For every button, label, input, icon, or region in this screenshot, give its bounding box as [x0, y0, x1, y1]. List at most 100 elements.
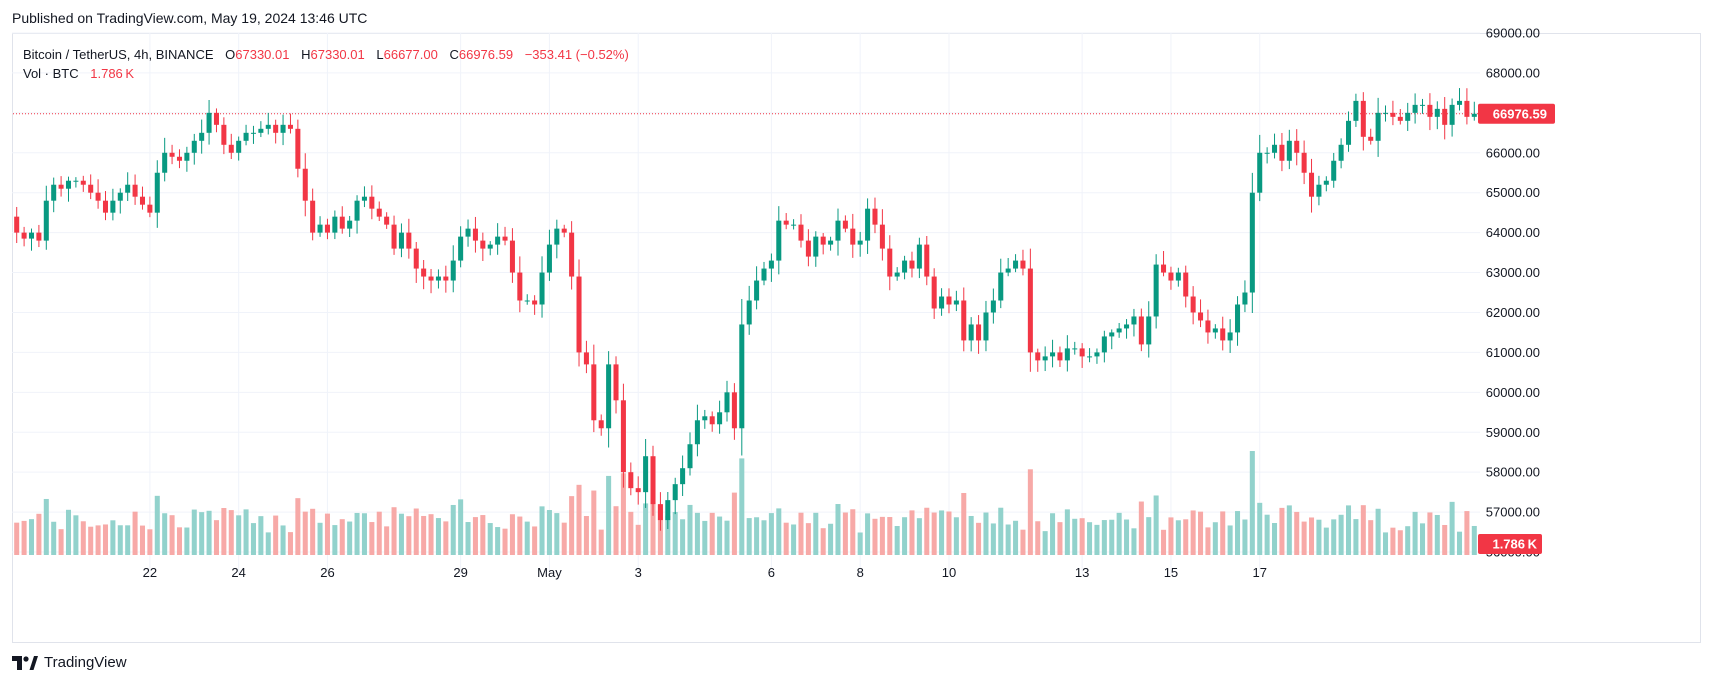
- legend-ohlc-row: Bitcoin / TetherUS, 4h, BINANCE O67330.0…: [23, 45, 629, 64]
- volume-bar: [413, 508, 419, 555]
- candle-body: [517, 272, 523, 301]
- candle-body: [421, 268, 427, 277]
- last-price-tag-label: 66976.59: [1493, 106, 1547, 121]
- price-tick-label: 57000.00: [1486, 505, 1540, 520]
- volume-bar: [458, 499, 464, 555]
- volume-bar: [428, 514, 434, 555]
- volume-bar: [347, 521, 353, 555]
- candle-body: [990, 300, 996, 313]
- candle-body: [606, 364, 612, 429]
- candle-body: [1346, 120, 1352, 145]
- candle-body: [1353, 100, 1359, 121]
- candle-body: [687, 444, 693, 469]
- volume-bar: [369, 522, 375, 555]
- volume-bar: [983, 512, 989, 555]
- candle-body: [1205, 320, 1211, 333]
- time-tick-label: 22: [143, 565, 157, 580]
- candle-body: [798, 224, 804, 241]
- volume-bar: [591, 490, 597, 555]
- volume-bar: [58, 529, 64, 555]
- candle-body: [857, 240, 863, 245]
- candle-body: [1412, 104, 1418, 113]
- last-volume-tag-label: 1.786 K: [1492, 537, 1537, 552]
- time-tick-label: 8: [857, 565, 864, 580]
- candle-body: [324, 224, 330, 233]
- price-tick-label: 59000.00: [1486, 425, 1540, 440]
- price-tick-label: 68000.00: [1486, 65, 1540, 80]
- volume-bar: [65, 509, 72, 555]
- candle-body: [1124, 324, 1130, 329]
- candle-body: [110, 200, 116, 213]
- volume-bar: [1301, 521, 1307, 555]
- volume-bar: [43, 498, 49, 555]
- volume-bar: [931, 512, 937, 555]
- volume-bar: [613, 506, 619, 555]
- time-tick-label: 3: [635, 565, 642, 580]
- volume-bar: [724, 520, 730, 555]
- candle-body: [480, 240, 486, 249]
- volume-bar: [1338, 514, 1344, 555]
- price-tick-label: 65000.00: [1486, 185, 1540, 200]
- candle-body: [894, 272, 900, 277]
- candle-body: [28, 232, 35, 239]
- candle-body: [1397, 116, 1403, 121]
- volume-bar: [857, 532, 863, 555]
- volume-bar: [976, 522, 982, 555]
- volume-bar: [509, 514, 515, 555]
- volume-bar: [546, 510, 552, 555]
- volume-bar: [243, 509, 249, 555]
- volume-bar: [295, 498, 301, 555]
- candle-body: [1419, 104, 1426, 106]
- candle-body: [539, 272, 545, 305]
- candle-body: [1175, 272, 1181, 281]
- chart-legend: Bitcoin / TetherUS, 4h, BINANCE O67330.0…: [23, 45, 629, 83]
- candle-body: [310, 200, 316, 233]
- legend-high: 67330.01: [310, 47, 365, 62]
- volume-bar: [125, 525, 131, 555]
- volume-bar: [1013, 520, 1019, 555]
- volume-bar: [1286, 505, 1292, 555]
- candle-body: [1035, 352, 1041, 361]
- candle-body: [805, 240, 811, 257]
- volume-bar: [916, 518, 922, 555]
- volume-bar: [213, 520, 219, 555]
- volume-bar: [628, 511, 634, 555]
- volume-bar: [1168, 517, 1174, 555]
- candle-body: [14, 216, 20, 233]
- candle-body: [1360, 100, 1366, 137]
- candle-body: [828, 240, 834, 245]
- candle-body: [509, 240, 515, 273]
- candle-body: [176, 156, 182, 161]
- candle-body: [680, 468, 686, 485]
- volume-bar: [1235, 511, 1241, 555]
- volume-bar: [1057, 522, 1063, 555]
- candle-body: [502, 236, 508, 241]
- volume-bar: [517, 516, 523, 555]
- volume-bar: [1005, 524, 1011, 555]
- volume-bar: [184, 527, 190, 555]
- volume-bar: [1020, 529, 1026, 555]
- candle-body: [1087, 356, 1093, 358]
- candle-body: [117, 192, 123, 201]
- candlestick-chart[interactable]: 69000.0068000.0067000.0066000.0065000.00…: [0, 0, 1713, 650]
- volume-bar: [139, 525, 145, 555]
- candle-body: [450, 260, 456, 281]
- candle-body: [879, 224, 885, 249]
- candle-body: [487, 244, 493, 249]
- volume-bar: [14, 522, 20, 555]
- candle-body: [413, 248, 419, 269]
- volume-bar: [709, 512, 715, 555]
- candle-body: [1146, 316, 1152, 345]
- candle-body: [532, 300, 538, 305]
- volume-bar: [117, 525, 123, 555]
- candle-body: [820, 236, 826, 245]
- volume-bar: [88, 526, 94, 555]
- candle-body: [472, 228, 478, 241]
- volume-bar: [650, 501, 656, 555]
- candle-body: [998, 272, 1004, 301]
- tradingview-brand[interactable]: TradingView: [12, 654, 127, 671]
- volume-bar: [1042, 531, 1048, 555]
- volume-bar: [36, 513, 42, 555]
- candle-body: [391, 224, 397, 249]
- candle-body: [1131, 316, 1137, 325]
